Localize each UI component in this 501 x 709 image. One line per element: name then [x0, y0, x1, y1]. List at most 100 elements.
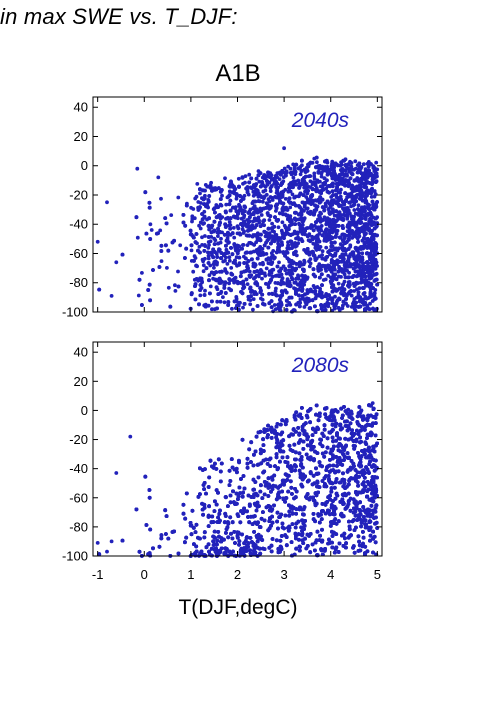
scatter-point — [311, 267, 316, 272]
scatter-point — [337, 297, 342, 302]
scatter-point — [269, 277, 273, 282]
scatter-point — [143, 190, 148, 195]
scatter-point — [120, 252, 125, 257]
scatter-point — [222, 300, 227, 305]
scatter-point — [349, 204, 353, 209]
scatter-point — [251, 307, 255, 312]
scatter-point — [189, 232, 194, 237]
scatter-point — [327, 224, 332, 229]
scatter-point — [327, 293, 331, 298]
scatter-point — [305, 288, 310, 293]
scatter-point — [373, 296, 378, 301]
scatter-point — [279, 300, 283, 305]
scatter-point — [333, 294, 337, 299]
scatter-point — [252, 276, 256, 281]
scatter-point — [289, 184, 294, 189]
scatter-point — [255, 269, 260, 273]
scatter-point — [329, 202, 334, 207]
scatter-point — [366, 164, 371, 169]
scatter-point — [276, 281, 280, 286]
scatter-point — [257, 249, 262, 254]
scatter-point — [332, 267, 337, 272]
scatter-point — [305, 277, 309, 281]
scatter-point — [207, 243, 211, 247]
scatter-point — [200, 257, 205, 262]
scatter-point — [328, 252, 333, 257]
scatter-point — [326, 304, 331, 309]
scatter-point — [249, 212, 254, 217]
scatter-point — [202, 249, 207, 253]
scatter-point — [317, 254, 322, 259]
scatter-point — [223, 222, 228, 227]
scatter-point — [308, 174, 312, 179]
scatter-point — [287, 268, 292, 273]
scatter-point — [346, 247, 351, 251]
scatter-point — [136, 293, 141, 298]
scatter-point — [343, 191, 348, 196]
scatter-point — [280, 169, 285, 173]
scatter-point — [314, 165, 318, 170]
scatter-point — [353, 166, 358, 171]
scatter-point — [361, 297, 365, 302]
scatter-point — [149, 228, 154, 232]
scatter-point — [267, 218, 272, 222]
scatter-point — [304, 187, 309, 192]
scatter-point — [232, 187, 237, 192]
scatter-point — [262, 218, 267, 223]
scatter-point — [259, 296, 263, 301]
scatter-point — [201, 197, 206, 202]
scatter-point — [281, 251, 286, 255]
scatter-point — [203, 288, 207, 293]
scatter-point — [361, 162, 366, 167]
scatter-point — [346, 223, 351, 228]
scatter-point — [289, 295, 294, 300]
scatter-point — [165, 266, 169, 270]
scatter-point — [238, 193, 242, 198]
scatter-point — [293, 210, 297, 215]
scatter-point — [270, 292, 275, 296]
scatter-point — [352, 284, 357, 288]
scatter-point — [347, 270, 351, 275]
scatter-point — [227, 277, 232, 281]
scatter-point — [242, 302, 247, 306]
scatter-point — [280, 181, 285, 186]
scatter-point — [371, 236, 376, 240]
scatter-point — [325, 199, 330, 204]
scatter-point — [341, 207, 346, 211]
scatter-point — [286, 164, 291, 169]
scatter-point — [357, 286, 362, 291]
scatter-point — [285, 303, 289, 308]
scatter-point — [192, 259, 196, 263]
scatter-point — [275, 273, 279, 278]
scatter-point — [243, 174, 248, 179]
scatter-point — [363, 167, 368, 172]
scatter-point — [236, 176, 241, 181]
scatter-point — [260, 222, 265, 227]
scatter-point — [178, 243, 183, 248]
scatter-point — [371, 286, 375, 290]
scatter-point — [294, 243, 299, 248]
scatter-point — [297, 304, 302, 309]
scatter-point — [364, 222, 368, 227]
scatter-point — [275, 181, 280, 186]
scatter-point — [330, 296, 334, 301]
scatter-point — [260, 247, 265, 251]
scatter-point — [200, 235, 204, 240]
scatter-point — [323, 204, 328, 209]
scatter-point — [334, 301, 339, 306]
scatter-point — [259, 288, 263, 293]
scatter-point — [283, 288, 288, 293]
scatter-point — [238, 281, 243, 285]
scatter-point — [324, 239, 329, 243]
scatter-point — [201, 263, 206, 268]
scatter-point — [318, 195, 323, 200]
scatter-point — [323, 165, 328, 170]
scatter-point — [351, 300, 356, 304]
scatter-point — [352, 289, 356, 293]
scatter-point — [282, 166, 287, 171]
scatter-point — [213, 250, 217, 254]
scatter-point — [280, 207, 285, 212]
scatter-point — [176, 269, 180, 274]
scatter-point — [168, 304, 173, 309]
scatter-point — [367, 161, 371, 166]
